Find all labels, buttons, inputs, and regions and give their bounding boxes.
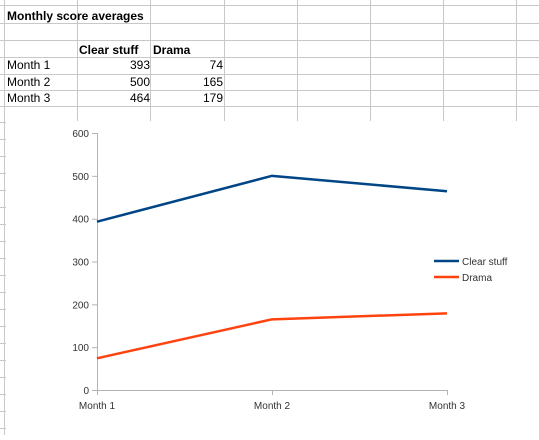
y-tick-label: 500 bbox=[72, 172, 89, 183]
legend-label: Drama bbox=[462, 273, 492, 284]
y-tick-label: 0 bbox=[83, 386, 89, 397]
row-label-month-2[interactable]: Month 2 bbox=[7, 75, 51, 89]
cell-month-1-clear-stuff[interactable]: 393 bbox=[129, 58, 150, 72]
y-tick-label: 100 bbox=[72, 343, 89, 354]
cell-month-3-drama[interactable]: 179 bbox=[202, 91, 223, 105]
sheet-title[interactable]: Monthly score averages bbox=[7, 9, 144, 23]
x-tick-label: Month 3 bbox=[429, 401, 466, 412]
cell-month-3-clear-stuff[interactable]: 464 bbox=[129, 91, 150, 105]
series-line-1[interactable] bbox=[96, 174, 448, 223]
chart-canvas: 0 100 200 300 400 500 600 Month 1 Month 2 Month 3… bbox=[72, 129, 508, 412]
cell-month-2-clear-stuff[interactable]: 500 bbox=[129, 75, 150, 89]
cell-month-2-drama[interactable]: 165 bbox=[202, 75, 223, 89]
row-label-month-3[interactable]: Month 3 bbox=[7, 91, 51, 105]
x-tick-label: Month 1 bbox=[79, 401, 116, 412]
series-line-2[interactable] bbox=[96, 312, 448, 360]
header-clear-stuff[interactable]: Clear stuff bbox=[79, 43, 139, 57]
row-label-month-1[interactable]: Month 1 bbox=[7, 58, 51, 72]
y-tick-label: 400 bbox=[72, 215, 89, 226]
x-tick-label: Month 2 bbox=[254, 401, 291, 412]
header-drama[interactable]: Drama bbox=[153, 43, 191, 57]
line-chart[interactable]: 0 100 200 300 400 500 600 Month 1 Month 2 Month 3… bbox=[6, 121, 539, 435]
y-tick-label: 600 bbox=[72, 129, 89, 140]
y-tick-label: 200 bbox=[72, 300, 89, 311]
legend-label: Clear stuff bbox=[462, 257, 508, 268]
y-tick-label: 300 bbox=[72, 258, 89, 269]
cell-month-1-drama[interactable]: 74 bbox=[209, 58, 223, 72]
